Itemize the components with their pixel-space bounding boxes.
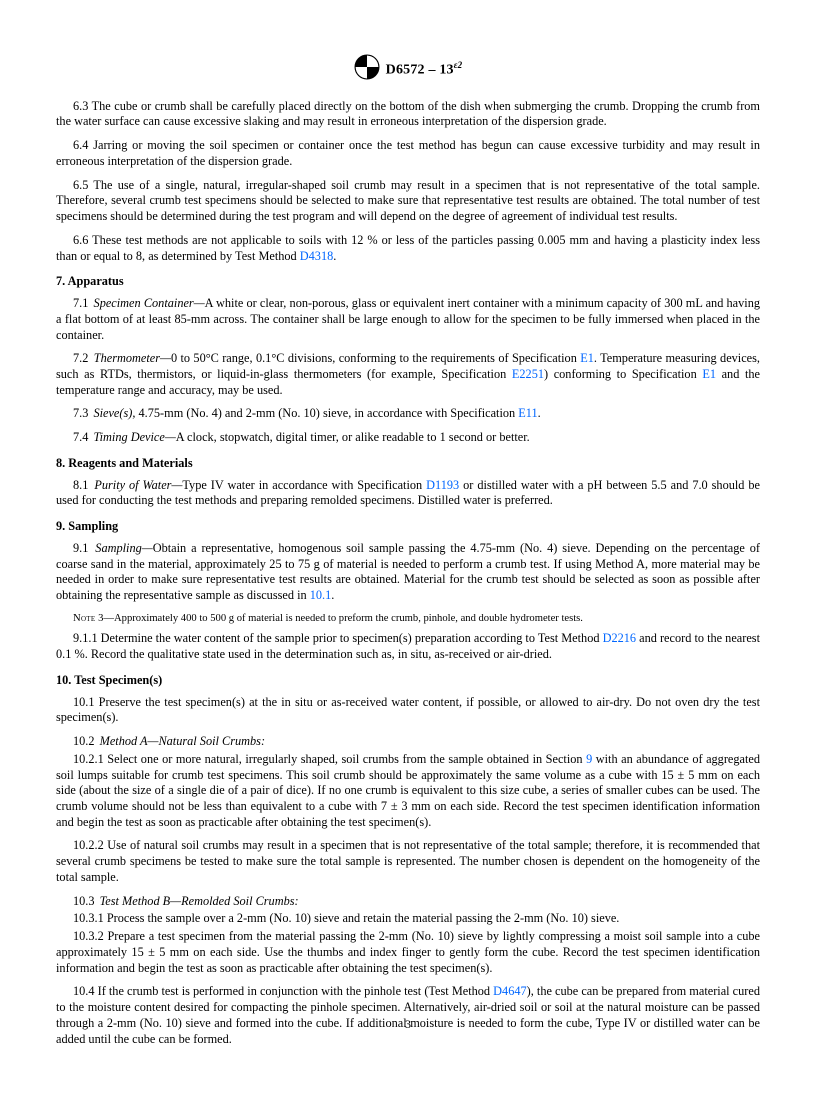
paragraph-8-1: 8.1 Purity of Water—Type IV water in acc… (56, 478, 760, 509)
paragraph-10-4: 10.4 If the crumb test is performed in c… (56, 984, 760, 1047)
epsilon-superscript: ɛ2 (454, 60, 463, 70)
ref-d4647[interactable]: D4647 (493, 984, 526, 998)
page-number: 3 (0, 1017, 816, 1032)
paragraph-10-1: 10.1 Preserve the test specimen(s) at th… (56, 695, 760, 726)
section-8-heading: 8. Reagents and Materials (56, 456, 760, 472)
ref-d4318[interactable]: D4318 (300, 249, 333, 263)
section-9-heading: 9. Sampling (56, 519, 760, 535)
ref-e11[interactable]: E11 (518, 406, 537, 420)
paragraph-6-4: 6.4 Jarring or moving the soil specimen … (56, 138, 760, 169)
ref-e1-b[interactable]: E1 (702, 367, 716, 381)
paragraph-10-2-1: 10.2.1 Select one or more natural, irreg… (56, 752, 760, 831)
document-id: D6572 – 13ɛ2 (386, 60, 463, 80)
paragraph-6-6: 6.6 These test methods are not applicabl… (56, 233, 760, 264)
paragraph-10-2: 10.2 Method A—Natural Soil Crumbs: (56, 734, 760, 750)
ref-e1-a[interactable]: E1 (580, 351, 594, 365)
ref-d2216[interactable]: D2216 (603, 631, 636, 645)
page-header: D6572 – 13ɛ2 (56, 54, 760, 85)
section-7-heading: 7. Apparatus (56, 274, 760, 290)
paragraph-6-3: 6.3 The cube or crumb shall be carefully… (56, 99, 760, 130)
paragraph-7-1: 7.1 Specimen Container—A white or clear,… (56, 296, 760, 343)
section-10-heading: 10. Test Specimen(s) (56, 673, 760, 689)
paragraph-7-2: 7.2 Thermometer—0 to 50°C range, 0.1°C d… (56, 351, 760, 398)
document-page: D6572 – 13ɛ2 6.3 The cube or crumb shall… (0, 0, 816, 1095)
paragraph-10-2-2: 10.2.2 Use of natural soil crumbs may re… (56, 838, 760, 885)
note-3: Note 3—Approximately 400 to 500 g of mat… (56, 612, 760, 626)
paragraph-7-3: 7.3 Sieve(s), 4.75-mm (No. 4) and 2-mm (… (56, 406, 760, 422)
ref-e2251[interactable]: E2251 (512, 367, 544, 381)
paragraph-9-1: 9.1 Sampling—Obtain a representative, ho… (56, 541, 760, 604)
paragraph-9-1-1: 9.1.1 Determine the water content of the… (56, 631, 760, 662)
paragraph-10-3: 10.3 Test Method B—Remolded Soil Crumbs: (56, 894, 760, 910)
paragraph-10-3-1: 10.3.1 Process the sample over a 2-mm (N… (56, 911, 760, 927)
paragraph-10-3-2: 10.3.2 Prepare a test specimen from the … (56, 929, 760, 976)
paragraph-7-4: 7.4 Timing Device—A clock, stopwatch, di… (56, 430, 760, 446)
astm-logo-icon (354, 54, 380, 85)
ref-10-1[interactable]: 10.1 (310, 588, 332, 602)
ref-d1193[interactable]: D1193 (426, 478, 459, 492)
paragraph-6-5: 6.5 The use of a single, natural, irregu… (56, 178, 760, 225)
